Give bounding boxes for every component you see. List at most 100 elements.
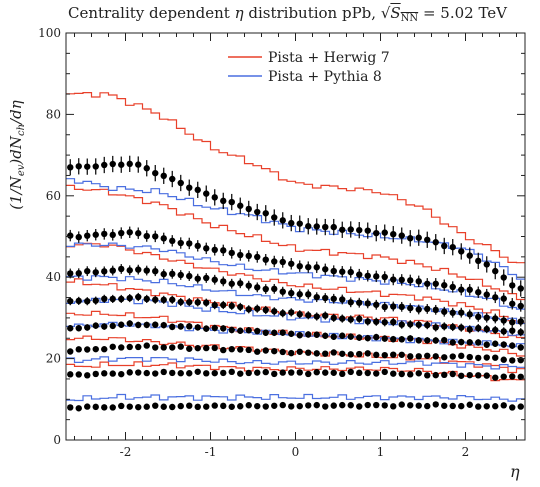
- data-point: [441, 371, 448, 379]
- data-series-4: [67, 320, 524, 351]
- data-point: [483, 372, 490, 379]
- y-tick-label: 80: [46, 107, 61, 121]
- data-point: [432, 371, 439, 379]
- data-point: [160, 296, 167, 304]
- data-point: [517, 373, 524, 381]
- data-point: [118, 295, 125, 303]
- data-point: [228, 345, 235, 353]
- data-point: [492, 267, 499, 275]
- data-point: [347, 368, 354, 376]
- data-point: [390, 403, 397, 410]
- x-axis-label: η: [510, 462, 520, 481]
- data-point: [398, 232, 405, 239]
- data-point: [169, 237, 176, 245]
- data-point: [67, 270, 74, 277]
- data-point: [509, 327, 516, 334]
- data-point: [194, 275, 201, 282]
- data-point: [322, 332, 329, 339]
- data-point: [118, 229, 125, 237]
- data-point: [356, 334, 363, 341]
- data-point: [415, 278, 422, 285]
- data-point: [220, 278, 227, 285]
- data-point: [415, 353, 422, 360]
- data-point: [169, 369, 176, 377]
- data-point: [126, 294, 133, 302]
- data-point: [135, 293, 142, 301]
- data-point: [109, 370, 116, 377]
- data-point: [92, 370, 99, 378]
- data-point: [220, 346, 227, 354]
- data-point: [509, 282, 516, 289]
- data-point: [322, 369, 329, 376]
- data-point: [279, 258, 286, 266]
- data-point: [449, 323, 456, 331]
- data-point: [407, 335, 414, 342]
- data-point: [500, 295, 507, 302]
- data-point: [271, 258, 278, 265]
- data-point: [339, 226, 346, 233]
- data-point: [279, 329, 286, 336]
- data-point: [475, 403, 482, 410]
- data-point: [220, 301, 227, 309]
- data-point: [186, 272, 193, 280]
- data-point: [237, 303, 244, 311]
- data-point: [322, 312, 329, 319]
- data-point: [220, 325, 227, 332]
- data-point: [305, 349, 312, 356]
- herwig-series-10: [66, 242, 525, 324]
- data-point: [203, 403, 210, 410]
- data-point: [347, 299, 354, 306]
- data-point: [339, 268, 346, 275]
- data-point: [483, 341, 490, 348]
- data-point: [101, 404, 108, 411]
- data-point: [109, 160, 116, 168]
- data-point: [152, 321, 159, 328]
- data-point: [203, 190, 210, 197]
- data-point: [492, 354, 499, 361]
- data-point: [381, 273, 388, 281]
- data-point: [305, 331, 312, 338]
- data-point: [271, 329, 278, 336]
- data-point: [92, 345, 99, 353]
- data-point: [143, 369, 150, 377]
- data-point: [339, 296, 346, 303]
- data-point: [500, 328, 507, 335]
- data-point: [517, 328, 524, 336]
- data-point: [92, 231, 99, 238]
- data-point: [160, 270, 167, 278]
- data-point: [373, 318, 380, 325]
- data-point: [92, 322, 99, 329]
- data-series-1: [67, 226, 524, 312]
- data-point: [296, 402, 303, 410]
- legend-label: Pista + Herwig 7: [268, 50, 390, 66]
- data-point: [254, 208, 261, 216]
- data-point: [373, 229, 380, 237]
- data-point: [279, 217, 286, 224]
- data-point: [237, 327, 244, 334]
- data-point: [177, 370, 184, 377]
- data-point: [347, 268, 354, 276]
- data-point: [152, 344, 159, 351]
- data-point: [390, 303, 397, 310]
- data-point: [177, 271, 184, 279]
- data-point: [262, 329, 269, 336]
- data-point: [279, 369, 286, 376]
- data-point: [211, 402, 218, 409]
- data-point: [109, 322, 116, 330]
- data-point: [118, 161, 125, 168]
- data-point: [279, 348, 286, 356]
- data-point: [296, 220, 303, 227]
- data-point: [84, 163, 91, 170]
- data-point: [245, 252, 252, 260]
- data-point: [211, 324, 218, 332]
- data-point: [101, 323, 108, 330]
- data-point: [407, 321, 414, 328]
- data-point: [109, 295, 116, 303]
- data-point: [288, 369, 295, 376]
- data-point: [347, 226, 354, 233]
- data-point: [415, 234, 422, 241]
- data-point: [271, 214, 278, 221]
- data-point: [373, 370, 380, 377]
- data-point: [67, 325, 74, 332]
